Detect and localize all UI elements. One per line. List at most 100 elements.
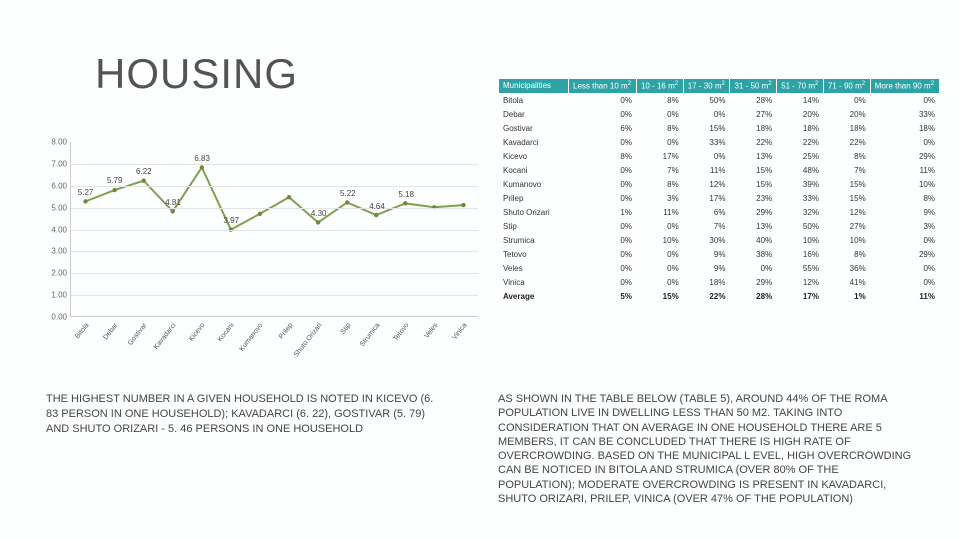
row-name: Tetovo [499, 247, 569, 261]
row-value: 7% [683, 219, 730, 233]
row-value: 0% [569, 177, 637, 191]
row-value: 6% [569, 121, 637, 135]
row-value: 15% [823, 177, 870, 191]
x-tick: Kumanovo [239, 322, 265, 353]
row-value: 0% [636, 275, 683, 289]
point-label: 4.30 [311, 209, 327, 218]
row-value: 11% [683, 163, 730, 177]
table-row: Shuto Orizari1%11%6%29%32%12%9% [499, 205, 940, 219]
x-tick: Bitola [74, 322, 90, 340]
row-value: 0% [823, 93, 870, 107]
row-value: 17% [636, 149, 683, 163]
row-value: 20% [777, 107, 824, 121]
row-value: 13% [730, 149, 777, 163]
table-row: Kocani0%7%11%15%48%7%11% [499, 163, 940, 177]
row-value: 8% [870, 191, 939, 205]
x-tick: Vinica [452, 322, 469, 341]
row-value: 17% [777, 289, 824, 303]
row-value: 10% [777, 233, 824, 247]
y-tick: 5.00 [41, 203, 67, 212]
row-value: 18% [730, 121, 777, 135]
x-tick: Prilep [278, 322, 295, 340]
col-header: Municipalities [499, 79, 569, 94]
row-name: Vinica [499, 275, 569, 289]
row-value: 10% [870, 177, 939, 191]
x-tick: Kicevo [188, 322, 206, 343]
col-header: 17 - 30 m2 [683, 79, 730, 94]
row-value: 8% [636, 93, 683, 107]
x-tick: Strumica [359, 322, 382, 348]
x-tick: Stip [339, 322, 352, 336]
row-value: 33% [683, 135, 730, 149]
row-name: Kicevo [499, 149, 569, 163]
row-value: 9% [683, 261, 730, 275]
row-name: Kumanovo [499, 177, 569, 191]
row-value: 38% [730, 247, 777, 261]
row-value: 36% [823, 261, 870, 275]
point-label: 6.22 [136, 167, 152, 176]
table-row: Stip0%0%7%13%50%27%3% [499, 219, 940, 233]
row-value: 0% [636, 107, 683, 121]
col-header: Less than 10 m2 [569, 79, 637, 94]
y-tick: 7.00 [41, 159, 67, 168]
table-header-row: MunicipalitiesLess than 10 m210 - 16 m21… [499, 79, 940, 94]
row-value: 18% [777, 121, 824, 135]
row-value: 3% [870, 219, 939, 233]
point-label: 4.64 [369, 202, 385, 211]
row-value: 55% [777, 261, 824, 275]
table-row: Gostivar6%8%15%18%18%18%18% [499, 121, 940, 135]
row-value: 15% [730, 163, 777, 177]
row-value: 1% [823, 289, 870, 303]
row-value: 27% [823, 219, 870, 233]
point-label: 5.27 [78, 188, 94, 197]
row-value: 8% [823, 247, 870, 261]
row-value: 0% [870, 93, 939, 107]
y-tick: 2.00 [41, 269, 67, 278]
row-value: 23% [730, 191, 777, 205]
col-header: 31 - 50 m2 [730, 79, 777, 94]
row-value: 8% [569, 149, 637, 163]
table-row: Kicevo8%17%0%13%25%8%29% [499, 149, 940, 163]
table-row: Bitola0%8%50%28%14%0%0% [499, 93, 940, 107]
row-value: 29% [870, 247, 939, 261]
row-value: 25% [777, 149, 824, 163]
row-value: 22% [683, 289, 730, 303]
row-value: 29% [870, 149, 939, 163]
row-value: 3% [636, 191, 683, 205]
row-value: 0% [683, 149, 730, 163]
row-value: 11% [636, 205, 683, 219]
row-name: Strumica [499, 233, 569, 247]
row-value: 48% [777, 163, 824, 177]
row-value: 8% [636, 177, 683, 191]
row-value: 29% [730, 205, 777, 219]
row-name: Bitola [499, 93, 569, 107]
right-paragraph: AS SHOWN IN THE TABLE BELOW (TABLE 5), A… [498, 392, 918, 506]
row-value: 22% [777, 135, 824, 149]
row-value: 0% [636, 219, 683, 233]
row-value: 15% [683, 121, 730, 135]
row-value: 20% [823, 107, 870, 121]
row-value: 12% [823, 205, 870, 219]
table-row: Kavadarci0%0%33%22%22%22%0% [499, 135, 940, 149]
x-tick: Shuto Orizari [293, 322, 324, 359]
row-value: 28% [730, 289, 777, 303]
row-value: 13% [730, 219, 777, 233]
row-value: 0% [569, 261, 637, 275]
row-value: 50% [683, 93, 730, 107]
row-value: 18% [823, 121, 870, 135]
row-value: 0% [730, 261, 777, 275]
row-name: Shuto Orizari [499, 205, 569, 219]
y-tick: 6.00 [41, 181, 67, 190]
row-value: 5% [569, 289, 637, 303]
row-name: Average [499, 289, 569, 303]
row-value: 0% [870, 261, 939, 275]
row-value: 0% [870, 135, 939, 149]
row-value: 0% [636, 261, 683, 275]
table-row: Kumanovo0%8%12%15%39%15%10% [499, 177, 940, 191]
row-value: 32% [777, 205, 824, 219]
row-value: 15% [636, 289, 683, 303]
row-value: 10% [636, 233, 683, 247]
y-tick: 0.00 [41, 313, 67, 322]
row-name: Veles [499, 261, 569, 275]
col-header: More than 90 m2 [870, 79, 939, 94]
